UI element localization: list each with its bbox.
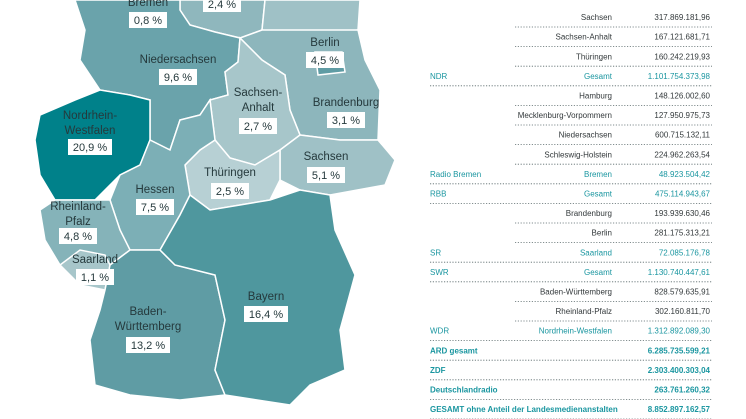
state-name: Pfalz: [65, 216, 91, 228]
region: Sachsen-Anhalt: [556, 33, 613, 42]
amount: 317.869.181,96: [654, 13, 710, 22]
amount: 1.130.740.447,61: [648, 268, 711, 277]
state-name: Bayern: [248, 291, 284, 303]
broadcaster: RBB: [430, 190, 446, 199]
share-box: [136, 199, 174, 215]
share-box: [244, 306, 288, 322]
region: Sachsen: [581, 13, 612, 22]
state-name: Anhalt: [242, 102, 275, 114]
amount: 2.303.400.303,04: [648, 366, 711, 375]
state-shape: [279, 134, 396, 196]
region: Berlin: [592, 229, 612, 238]
state-name: Nordrhein-: [63, 110, 117, 122]
state-name: Sachsen-: [234, 87, 283, 99]
amount: 72.085.176,78: [659, 248, 711, 257]
summary-label: ZDF: [430, 366, 446, 375]
region: Hamburg: [579, 92, 612, 101]
share-box: [59, 228, 97, 244]
broadcaster: Radio Bremen: [430, 170, 481, 179]
share-box: [76, 269, 114, 285]
region: Thüringen: [576, 52, 612, 61]
state-shape: [159, 189, 356, 406]
share-box: [239, 118, 277, 134]
amount: 281.175.313,21: [654, 229, 710, 238]
share-value: 20,9 %: [73, 142, 107, 154]
share-box: [306, 52, 344, 68]
share-value: 2,4 %: [208, 0, 236, 11]
share-value: 9,6 %: [164, 72, 192, 84]
amount: 302.160.811,70: [655, 307, 711, 316]
amount: 475.114.943,67: [655, 190, 711, 199]
share-box: [211, 183, 249, 199]
broadcaster: SR: [430, 248, 441, 257]
state-name: Bremen: [128, 0, 168, 9]
amount: 263.761.260,32: [654, 386, 710, 395]
share-value: 4,5 %: [311, 55, 339, 67]
amount: 148.126.002,60: [654, 92, 710, 101]
amount: 193.939.630,46: [654, 209, 710, 218]
region: Rheinland-Pfalz: [556, 307, 612, 316]
amount: 1.312.892.089,30: [648, 327, 711, 336]
region: Schleswig-Holstein: [544, 150, 612, 159]
share-value: 2,5 %: [216, 186, 244, 198]
region: Gesamt: [584, 190, 613, 199]
region: Mecklenburg-Vorpommern: [518, 111, 612, 120]
region: Gesamt: [584, 268, 613, 277]
map-labels: Bremen 0,8 % 2,4 % Niedersachsen 9,6 % Berlin…: [50, 0, 379, 353]
state-name: Thüringen: [204, 167, 256, 179]
state-name: Hessen: [136, 184, 175, 196]
region: Nordrhein-Westfalen: [539, 327, 612, 336]
share-value: 0,8 %: [134, 15, 162, 27]
amount: 167.121.681,71: [654, 33, 710, 42]
amount: 127.950.975,73: [654, 111, 710, 120]
share-value: 16,4 %: [249, 309, 283, 321]
table: Sachsen 317.869.181,96 Sachsen-Anhalt 167.1…: [430, 13, 712, 419]
summary-label: GESAMT ohne Anteil der Landesmedienansta…: [430, 405, 618, 414]
amount: 1.101.754.373,98: [648, 72, 711, 81]
broadcaster: WDR: [430, 327, 449, 336]
state-name: Rheinland-: [50, 201, 106, 213]
state-name: Brandenburg: [313, 97, 380, 109]
share-value: 2,7 %: [244, 121, 272, 133]
share-box: [203, 0, 241, 12]
broadcaster: NDR: [430, 72, 448, 81]
share-value: 13,2 %: [131, 340, 165, 352]
share-box: [307, 167, 345, 183]
state-name: Baden-: [129, 306, 166, 318]
share-box: [327, 112, 365, 128]
state-name: Württemberg: [115, 321, 181, 333]
state-name: Niedersachsen: [140, 54, 217, 66]
share-box: [159, 69, 197, 85]
state-name: Westfalen: [65, 125, 116, 137]
region: Saarland: [580, 248, 612, 257]
region: Brandenburg: [566, 209, 612, 218]
broadcaster: SWR: [430, 268, 449, 277]
summary-label: Deutschlandradio: [430, 386, 498, 395]
share-value: 3,1 %: [332, 115, 360, 127]
region: Baden-Württemberg: [540, 288, 612, 297]
region: Bremen: [584, 170, 612, 179]
amount: 224.962.263,54: [654, 150, 710, 159]
amount: 160.242.219,93: [654, 52, 710, 61]
share-box: [129, 12, 167, 28]
share-value: 4,8 %: [64, 231, 92, 243]
share-value: 1,1 %: [81, 272, 109, 284]
share-value: 7,5 %: [141, 202, 169, 214]
summary-label: ARD gesamt: [430, 346, 478, 355]
amount: 48.923.504,42: [659, 170, 711, 179]
region: Gesamt: [584, 72, 613, 81]
amount: 8.852.897.162,57: [648, 405, 711, 414]
amount: 600.715.132,11: [655, 131, 711, 140]
amount: 6.285.735.599,21: [648, 346, 711, 355]
share-box: [68, 139, 112, 155]
share-value: 5,1 %: [312, 170, 340, 182]
state-name: Sachsen: [304, 151, 349, 163]
amount: 828.579.635,91: [654, 288, 710, 297]
region: Niedersachsen: [559, 131, 612, 140]
state-name: Saarland: [72, 254, 118, 266]
state-name: Berlin: [310, 37, 339, 49]
share-box: [126, 337, 170, 353]
